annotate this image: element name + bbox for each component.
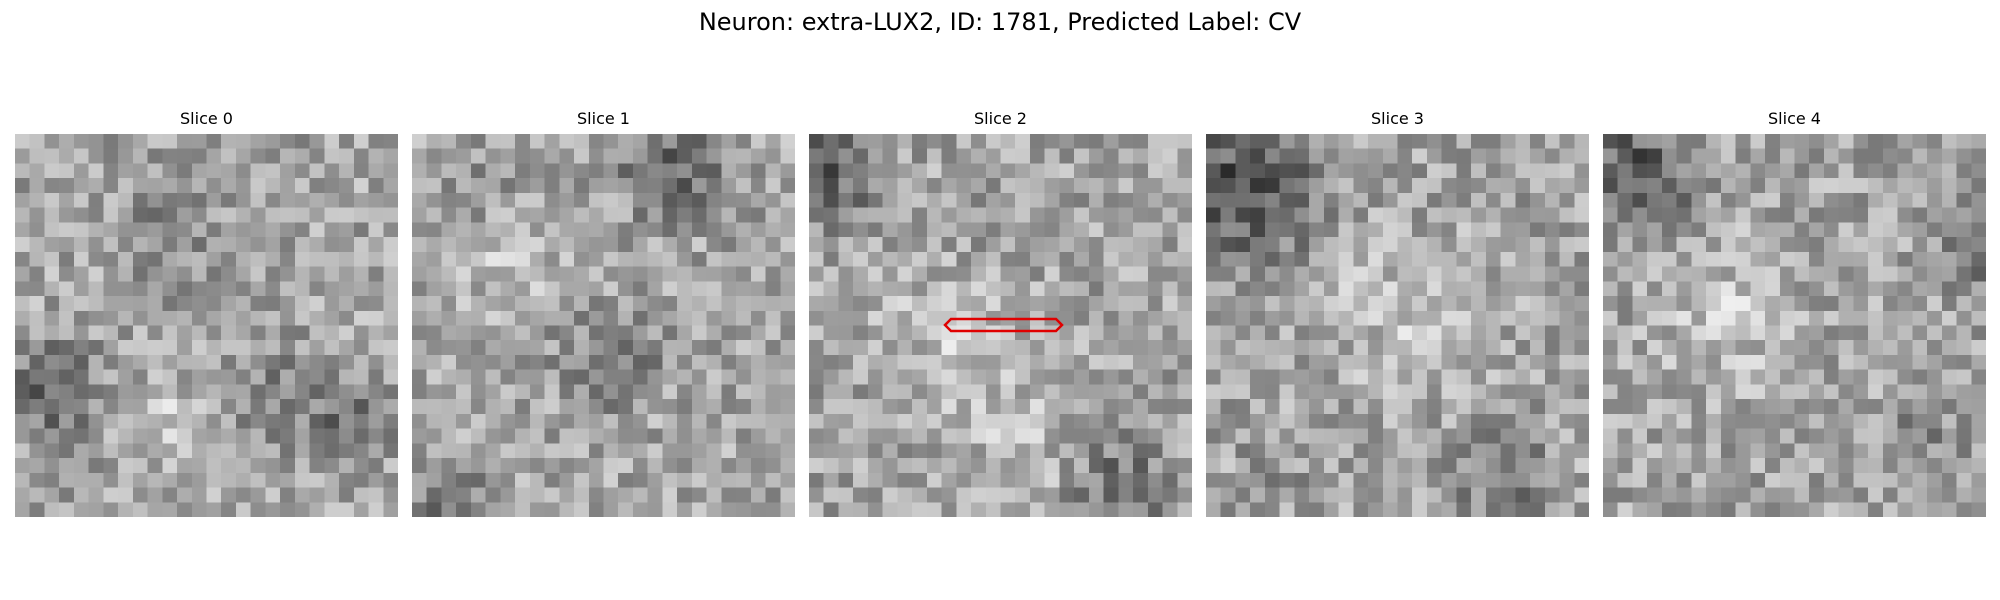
slice-2-title: Slice 2 (974, 109, 1027, 128)
figure-title: Neuron: extra-LUX2, ID: 1781, Predicted … (698, 8, 1302, 36)
slice-0-pixels (15, 134, 398, 517)
roi-outline (943, 317, 1064, 333)
slice-0-title: Slice 0 (180, 109, 233, 128)
slice-3-image (1206, 134, 1589, 517)
slice-2-image (809, 134, 1192, 517)
slice-0-image (15, 134, 398, 517)
slice-4-image (1603, 134, 1986, 517)
slice-1-title: Slice 1 (577, 109, 630, 128)
slice-2-pixels (809, 134, 1192, 517)
slice-4-pixels (1603, 134, 1986, 517)
slice-3-title: Slice 3 (1371, 109, 1424, 128)
slice-1-image (412, 134, 795, 517)
slice-4-title: Slice 4 (1768, 109, 1821, 128)
roi-outline-overlay (943, 317, 1064, 333)
slice-3-pixels (1206, 134, 1589, 517)
slice-1-pixels (412, 134, 795, 517)
